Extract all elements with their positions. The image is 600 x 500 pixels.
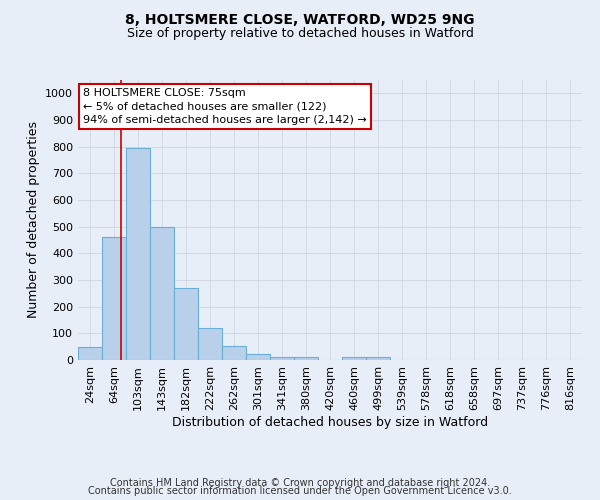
Bar xyxy=(270,356,294,360)
Bar xyxy=(78,346,102,360)
Text: 8 HOLTSMERE CLOSE: 75sqm
← 5% of detached houses are smaller (122)
94% of semi-d: 8 HOLTSMERE CLOSE: 75sqm ← 5% of detache… xyxy=(83,88,367,125)
Bar xyxy=(198,328,222,360)
Bar xyxy=(126,148,150,360)
Bar xyxy=(246,354,270,360)
Text: Contains public sector information licensed under the Open Government Licence v3: Contains public sector information licen… xyxy=(88,486,512,496)
Text: 8, HOLTSMERE CLOSE, WATFORD, WD25 9NG: 8, HOLTSMERE CLOSE, WATFORD, WD25 9NG xyxy=(125,12,475,26)
Bar xyxy=(150,226,174,360)
Y-axis label: Number of detached properties: Number of detached properties xyxy=(26,122,40,318)
Bar xyxy=(366,358,390,360)
Text: Contains HM Land Registry data © Crown copyright and database right 2024.: Contains HM Land Registry data © Crown c… xyxy=(110,478,490,488)
Bar xyxy=(342,358,366,360)
Bar xyxy=(174,288,198,360)
Bar xyxy=(294,356,318,360)
Text: Size of property relative to detached houses in Watford: Size of property relative to detached ho… xyxy=(127,28,473,40)
Bar xyxy=(102,238,126,360)
Bar xyxy=(222,346,246,360)
X-axis label: Distribution of detached houses by size in Watford: Distribution of detached houses by size … xyxy=(172,416,488,428)
